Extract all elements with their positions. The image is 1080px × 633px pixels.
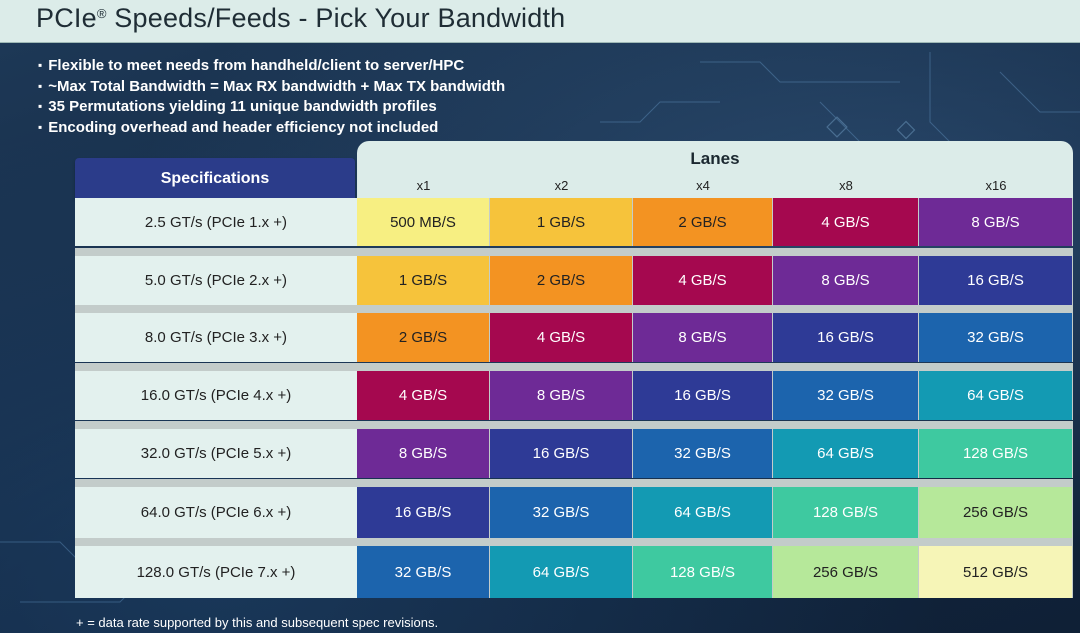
bandwidth-cell: 16 GB/S [919, 256, 1072, 305]
spec-cell: 8.0 GT/s (PCIe 3.x +) [75, 313, 357, 362]
bandwidth-cell: 512 GB/S [919, 546, 1072, 598]
bullet-list: Flexible to meet needs from handheld/cli… [38, 56, 505, 138]
bandwidth-cell: 128 GB/S [773, 487, 918, 538]
bandwidth-cell: 2 GB/S [633, 198, 772, 246]
bullet-item: Flexible to meet needs from handheld/cli… [38, 56, 505, 77]
bullet-item: Encoding overhead and header efficiency … [38, 118, 505, 139]
bandwidth-cell: 32 GB/S [919, 313, 1072, 362]
bandwidth-cell: 64 GB/S [490, 546, 632, 598]
spec-cell: 2.5 GT/s (PCIe 1.x +) [75, 198, 357, 246]
page-title: PCIe® Speeds/Feeds - Pick Your Bandwidth [36, 3, 566, 33]
bandwidth-cell: 64 GB/S [633, 487, 772, 538]
spec-cell: 32.0 GT/s (PCIe 5.x +) [75, 429, 357, 478]
bandwidth-cell: 16 GB/S [773, 313, 918, 362]
bandwidth-cell: 64 GB/S [773, 429, 918, 478]
bandwidth-cell: 2 GB/S [357, 313, 489, 362]
specifications-header: Specifications [75, 158, 355, 198]
lane-label-x16: x16 [985, 178, 1007, 193]
lane-label-x1: x1 [416, 178, 431, 193]
bandwidth-cell: 500 MB/S [357, 198, 489, 246]
bandwidth-cell: 4 GB/S [490, 313, 632, 362]
title-bar: PCIe® Speeds/Feeds - Pick Your Bandwidth [0, 0, 1080, 43]
bandwidth-cell: 32 GB/S [633, 429, 772, 478]
bandwidth-cell: 8 GB/S [490, 371, 632, 420]
bandwidth-cell: 8 GB/S [919, 198, 1072, 246]
bandwidth-cell: 4 GB/S [357, 371, 489, 420]
bandwidth-cell: 2 GB/S [490, 256, 632, 305]
footnote: + = data rate supported by this and subs… [76, 615, 439, 630]
bandwidth-cell: 16 GB/S [490, 429, 632, 478]
bullet-item: 35 Permutations yielding 11 unique bandw… [38, 97, 505, 118]
bandwidth-cell: 32 GB/S [357, 546, 489, 598]
bandwidth-cell: 1 GB/S [357, 256, 489, 305]
spec-cell: 128.0 GT/s (PCIe 7.x +) [75, 546, 357, 598]
bandwidth-cell: 32 GB/S [490, 487, 632, 538]
bandwidth-cell: 16 GB/S [357, 487, 489, 538]
bandwidth-cell: 1 GB/S [490, 198, 632, 246]
bullet-item: ~Max Total Bandwidth = Max RX bandwidth … [38, 77, 505, 98]
bandwidth-cell: 8 GB/S [633, 313, 772, 362]
lane-label-x8: x8 [839, 178, 853, 193]
bandwidth-cell: 4 GB/S [633, 256, 772, 305]
bandwidth-cell: 128 GB/S [919, 429, 1072, 478]
bandwidth-cell: 256 GB/S [773, 546, 918, 598]
bandwidth-cell: 8 GB/S [357, 429, 489, 478]
spec-cell: 64.0 GT/s (PCIe 6.x +) [75, 487, 357, 538]
lanes-title: Lanes [690, 149, 740, 168]
bandwidth-cell: 32 GB/S [773, 371, 918, 420]
bandwidth-cell: 64 GB/S [919, 371, 1072, 420]
spec-cell: 5.0 GT/s (PCIe 2.x +) [75, 256, 357, 305]
lanes-header: Lanes x1 x2 x4 x8 x16 [357, 141, 1073, 198]
bandwidth-cell: 8 GB/S [773, 256, 918, 305]
bandwidth-cell: 256 GB/S [919, 487, 1072, 538]
lane-label-x2: x2 [554, 178, 569, 193]
lane-label-x4: x4 [696, 178, 710, 193]
bandwidth-cell: 128 GB/S [633, 546, 772, 598]
bandwidth-cell: 4 GB/S [773, 198, 918, 246]
spec-cell: 16.0 GT/s (PCIe 4.x +) [75, 371, 357, 420]
bandwidth-cell: 16 GB/S [633, 371, 772, 420]
